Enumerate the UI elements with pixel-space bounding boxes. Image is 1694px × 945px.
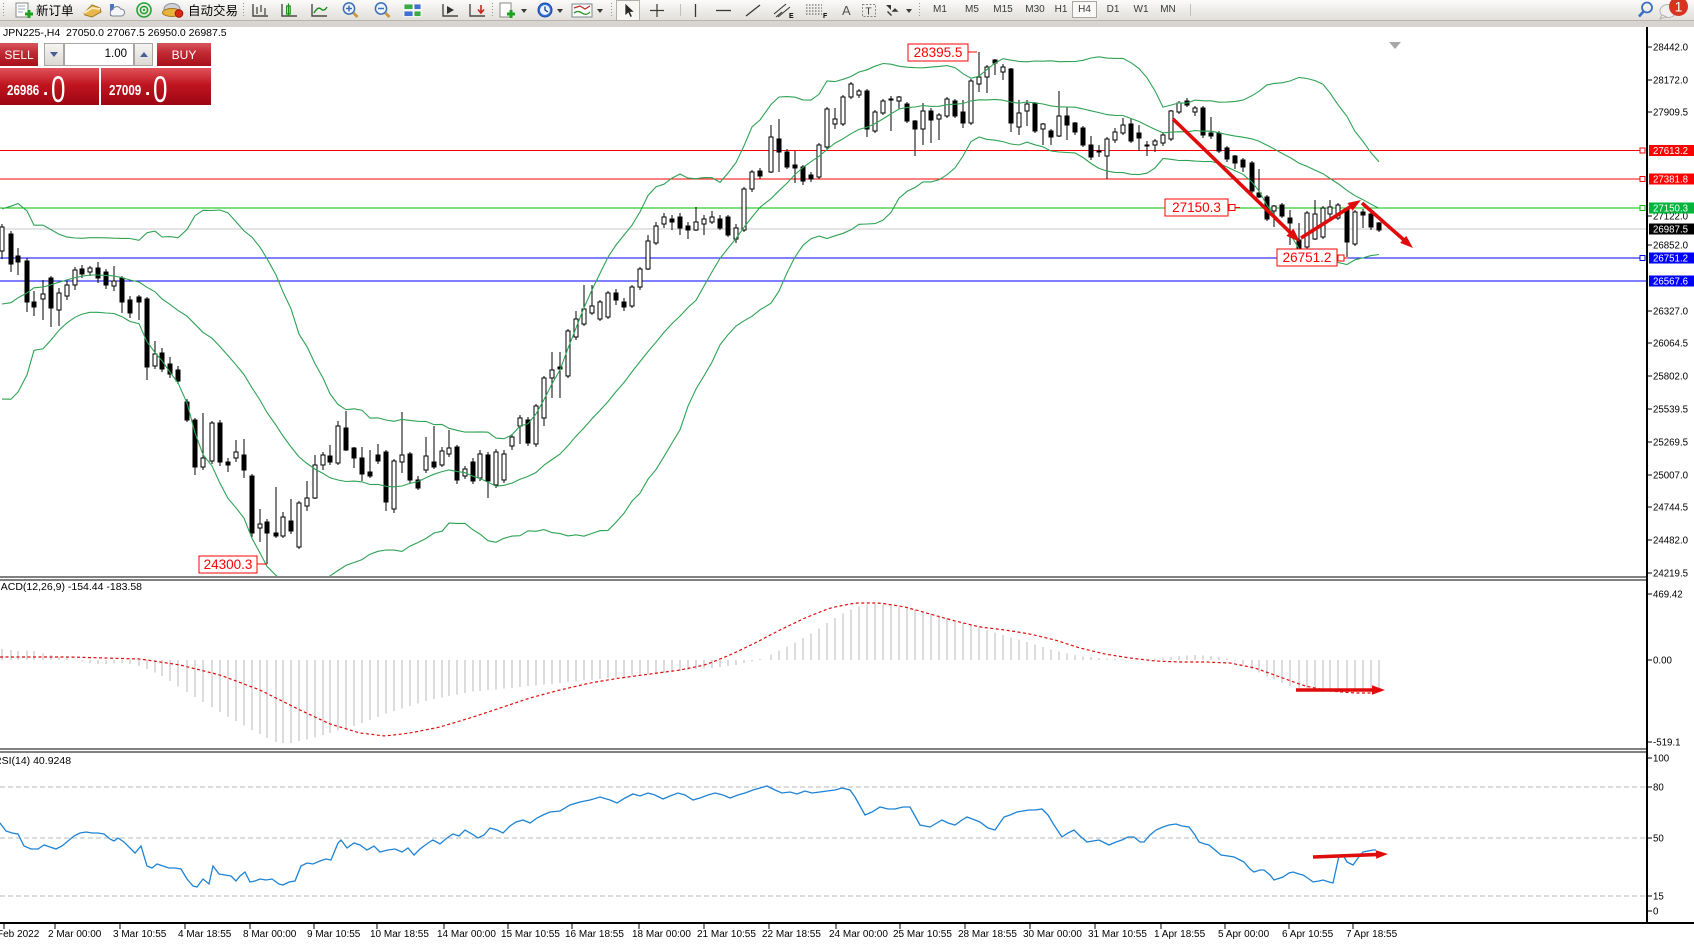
svg-text:25 Mar 10:55: 25 Mar 10:55 [893,929,952,940]
svg-text:25269.5: 25269.5 [1653,438,1688,449]
svg-text:24300.3: 24300.3 [204,557,253,572]
svg-text:27381.8: 27381.8 [1653,175,1688,186]
svg-text:1 Apr 18:55: 1 Apr 18:55 [1154,929,1206,940]
svg-text:26327.0: 26327.0 [1653,307,1689,318]
svg-text:16 Mar 18:55: 16 Mar 18:55 [565,929,624,940]
svg-text:4 Mar 18:55: 4 Mar 18:55 [178,929,232,940]
svg-text:0: 0 [1653,907,1659,918]
svg-text:JPN225-,H4 27050.0 27067.5 26: JPN225-,H4 27050.0 27067.5 26950.0 26987… [3,27,227,39]
svg-text:26987.5: 26987.5 [1653,225,1688,236]
svg-text:A: A [842,3,851,18]
svg-text:469.42: 469.42 [1653,590,1683,601]
svg-text:27122.0: 27122.0 [1653,212,1689,223]
svg-text:15: 15 [1653,892,1664,903]
svg-text:26567.6: 26567.6 [1653,277,1688,288]
svg-text:Feb 2022: Feb 2022 [0,929,40,940]
svg-text:27909.5: 27909.5 [1653,108,1688,119]
svg-text:7 Apr 18:55: 7 Apr 18:55 [1346,929,1398,940]
svg-text:28442.0: 28442.0 [1653,43,1689,54]
svg-text:6 Apr 10:55: 6 Apr 10:55 [1282,929,1334,940]
svg-text:3 Mar 10:55: 3 Mar 10:55 [113,929,167,940]
svg-text:MACD(12,26,9) -154.44 -183.58: MACD(12,26,9) -154.44 -183.58 [0,581,142,593]
svg-text:22 Mar 18:55: 22 Mar 18:55 [762,929,821,940]
svg-text:自动交易: 自动交易 [188,3,238,18]
svg-text:27613.2: 27613.2 [1653,146,1688,157]
svg-text:24219.5: 24219.5 [1653,569,1688,580]
svg-text:8 Mar 00:00: 8 Mar 00:00 [243,929,297,940]
svg-text:26064.5: 26064.5 [1653,339,1688,350]
svg-text:50: 50 [1653,834,1664,845]
svg-text:5 Apr 00:00: 5 Apr 00:00 [1218,929,1270,940]
svg-text:RSI(14) 40.9248: RSI(14) 40.9248 [0,755,71,767]
svg-text:9 Mar 10:55: 9 Mar 10:55 [307,929,361,940]
svg-text:26751.2: 26751.2 [1653,254,1688,265]
svg-text:80: 80 [1653,783,1664,794]
svg-text:25802.0: 25802.0 [1653,372,1689,383]
svg-text:27150.3: 27150.3 [1172,200,1221,215]
svg-text:24 Mar 00:00: 24 Mar 00:00 [829,929,888,940]
svg-text:27150.3: 27150.3 [1653,204,1688,215]
svg-text:28 Mar 18:55: 28 Mar 18:55 [958,929,1017,940]
svg-text:100: 100 [1653,754,1670,765]
svg-text:T: T [866,7,872,18]
svg-text:新订单: 新订单 [36,3,74,18]
svg-text:21 Mar 10:55: 21 Mar 10:55 [697,929,756,940]
svg-text:0.00: 0.00 [1653,656,1672,667]
svg-text:26852.0: 26852.0 [1653,241,1689,252]
svg-text:31 Mar 10:55: 31 Mar 10:55 [1088,929,1147,940]
svg-text:28395.5: 28395.5 [914,45,963,60]
svg-text:1: 1 [1675,0,1683,15]
svg-text:25007.0: 25007.0 [1653,471,1689,482]
svg-text:14 Mar 00:00: 14 Mar 00:00 [437,929,496,940]
svg-text:15 Mar 10:55: 15 Mar 10:55 [501,929,560,940]
svg-text:24482.0: 24482.0 [1653,536,1689,547]
svg-text:10 Mar 18:55: 10 Mar 18:55 [370,929,429,940]
svg-text:28172.0: 28172.0 [1653,76,1689,87]
svg-text:-519.1: -519.1 [1653,738,1680,749]
svg-text:E: E [789,13,794,20]
svg-text:26751.2: 26751.2 [1283,250,1332,265]
svg-text:2 Mar 00:00: 2 Mar 00:00 [48,929,102,940]
svg-text:30 Mar 00:00: 30 Mar 00:00 [1023,929,1082,940]
svg-text:18 Mar 00:00: 18 Mar 00:00 [632,929,691,940]
svg-text:F: F [823,13,828,20]
svg-text:24744.5: 24744.5 [1653,503,1688,514]
svg-text:25539.5: 25539.5 [1653,405,1688,416]
